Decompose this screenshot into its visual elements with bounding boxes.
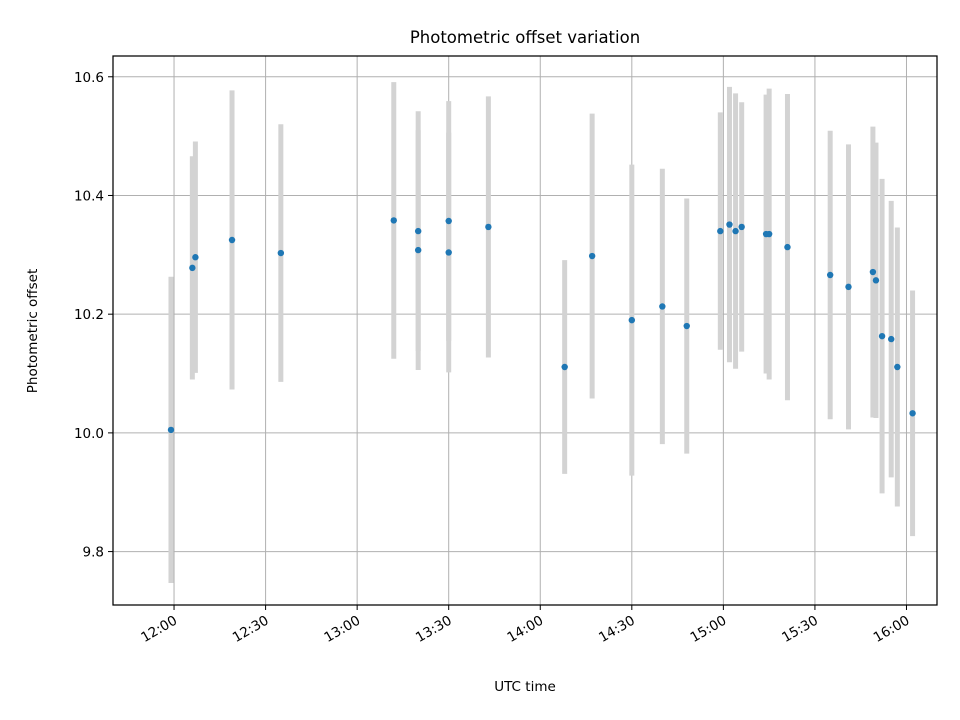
- data-point: [888, 335, 895, 343]
- data-point: [445, 217, 452, 225]
- data-point: [869, 268, 877, 276]
- data-point: [717, 227, 724, 235]
- data-point: [726, 221, 733, 228]
- y-axis-label: Photometric offset: [25, 269, 41, 393]
- data-point: [878, 332, 886, 340]
- data-point: [732, 227, 739, 235]
- data-point: [765, 230, 773, 238]
- data-point: [414, 246, 422, 254]
- data-point: [628, 316, 636, 324]
- data-point: [738, 223, 745, 231]
- data-points: [167, 217, 916, 434]
- data-point: [167, 426, 175, 434]
- data-point: [894, 363, 901, 371]
- data-point: [683, 322, 690, 330]
- data-point: [784, 243, 791, 251]
- data-point: [561, 363, 568, 371]
- x-axis-label: UTC time: [494, 679, 556, 695]
- data-point: [390, 217, 397, 224]
- data-point: [277, 249, 285, 257]
- data-point: [192, 254, 199, 261]
- y-tick-label: 10.4: [74, 188, 104, 204]
- data-point: [189, 264, 196, 272]
- data-point: [485, 223, 492, 231]
- data-point: [228, 236, 236, 244]
- data-point: [845, 283, 852, 291]
- data-point: [588, 252, 596, 260]
- y-tick-label: 9.8: [83, 545, 104, 561]
- data-point: [445, 249, 452, 256]
- data-point: [826, 271, 834, 279]
- y-tick-label: 10.2: [74, 307, 104, 323]
- data-point: [659, 303, 666, 310]
- data-point: [872, 277, 880, 284]
- y-tick-label: 10.0: [74, 426, 104, 442]
- chart-title: Photometric offset variation: [410, 28, 640, 47]
- y-axis-ticks: 9.8 10.0 10.2 10.4 10.6: [74, 70, 113, 561]
- y-tick-label: 10.6: [74, 70, 104, 86]
- plot-frame: [112, 55, 938, 606]
- data-point: [414, 227, 422, 235]
- data-point: [909, 410, 916, 417]
